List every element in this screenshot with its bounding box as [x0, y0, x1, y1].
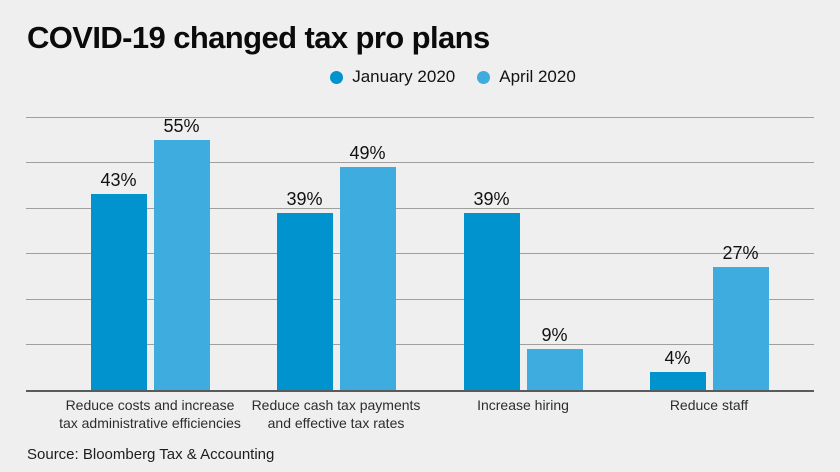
bar-value-label: 27% [722, 243, 759, 263]
gridline-30-percent [26, 253, 814, 254]
x-axis-category-label-3: Increase hiring [477, 397, 569, 413]
bar-value-label: 49% [349, 143, 386, 163]
bar-value-label: 39% [286, 189, 323, 209]
x-axis-category-label-2: Reduce cash tax payments and effective t… [251, 397, 421, 432]
bar-value-label: 55% [163, 116, 200, 136]
bar-april-2020-category-4: 27% [712, 243, 769, 390]
x-axis-category-label-4: Reduce staff [669, 397, 749, 413]
legend-swatch-icon [477, 70, 491, 84]
bar-group-1: 43% 55% [90, 116, 210, 390]
bar-value-label: 43% [100, 170, 137, 190]
bar-group-4: 4% 27% [649, 243, 769, 390]
legend-swatch-icon [330, 70, 344, 84]
bar-april-2020-category-1: 55% [153, 116, 210, 390]
bar-chart-plot-area: 43% 55% 39% 49% 39% 9% 4% 27% [26, 116, 814, 390]
bar-value-label: 4% [664, 348, 691, 368]
bar-group-3: 39% 9% [463, 189, 583, 390]
legend-item-april-2020: April 2020 [477, 67, 576, 87]
legend-item-january-2020: January 2020 [330, 67, 455, 87]
chart-title: COVID-19 changed tax pro plans [27, 20, 490, 55]
bar-group-2: 39% 49% [276, 143, 396, 390]
bar-january-2020-category-2: 39% [276, 189, 333, 390]
chart-legend: January 2020 April 2020 [33, 67, 840, 87]
gridline-60-percent [26, 117, 814, 118]
bar-april-2020-category-2: 49% [339, 143, 396, 390]
bar-value-label: 39% [473, 189, 510, 209]
legend-label: January 2020 [352, 67, 456, 86]
bar-january-2020-category-1: 43% [90, 170, 147, 390]
gridline-40-percent [26, 208, 814, 209]
bar-january-2020-category-3: 39% [463, 189, 520, 390]
gridline-20-percent [26, 299, 814, 300]
x-axis-category-label-1: Reduce costs and increase tax administra… [59, 397, 241, 432]
source-caption: Source: Bloomberg Tax & Accounting [27, 446, 275, 463]
gridline-50-percent [26, 162, 814, 163]
bar-january-2020-category-4: 4% [649, 348, 706, 390]
legend-label: April 2020 [499, 67, 576, 86]
x-axis-line [26, 390, 814, 392]
bar-april-2020-category-3: 9% [526, 325, 583, 390]
bar-value-label: 9% [541, 325, 568, 345]
gridline-10-percent [26, 344, 814, 345]
